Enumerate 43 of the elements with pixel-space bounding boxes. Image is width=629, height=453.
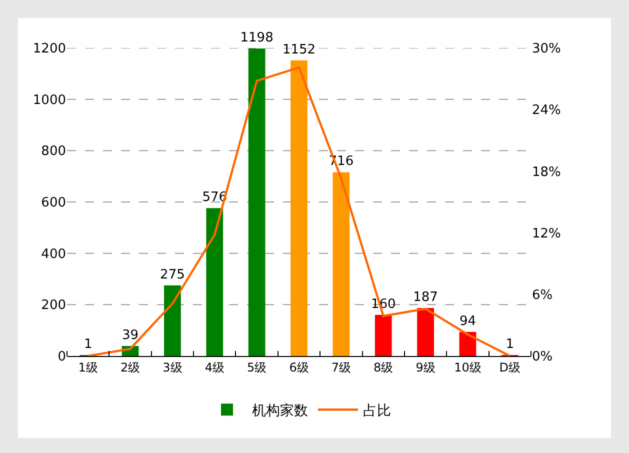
legend-label: 机构家数 [252, 403, 308, 420]
x-tick-label: 2级 [120, 360, 140, 374]
data-label: 1 [506, 337, 514, 352]
x-tick-label: 5级 [247, 360, 267, 374]
x-tick-label: 4级 [204, 360, 224, 374]
y2-tick-label: 0% [532, 350, 553, 365]
y-tick-label: 800 [41, 144, 66, 160]
bar [332, 172, 350, 356]
y2-tick-label: 24% [532, 103, 561, 118]
x-tick-label: 8级 [374, 360, 394, 374]
x-tick-label: 10级 [454, 360, 482, 374]
bar [459, 332, 476, 356]
legend-label: 占比 [363, 403, 391, 420]
data-label: 1198 [240, 30, 274, 46]
y2-tick-label: 30% [532, 42, 561, 57]
bar [206, 208, 224, 356]
bar [164, 285, 181, 356]
data-label: 187 [413, 290, 438, 305]
x-tick-label: 1级 [78, 360, 98, 374]
line-series [86, 66, 512, 356]
data-label: 39 [122, 328, 139, 343]
y-tick-label: 200 [41, 298, 66, 314]
bar [248, 48, 266, 356]
bar [290, 60, 308, 356]
bar [374, 314, 392, 356]
y-tick-label: 1200 [32, 42, 66, 57]
x-tick-label: 7级 [331, 360, 351, 374]
y-tick-label: 600 [41, 196, 66, 211]
y2-tick-label: 6% [532, 288, 553, 303]
y2-tick-label: 18% [532, 164, 561, 180]
x-tick-label: 6级 [289, 360, 309, 374]
y-tick-label: 0 [58, 350, 66, 365]
y2-tick-label: 12% [532, 226, 561, 242]
x-tick-label: D级 [499, 360, 521, 374]
x-tick-label: 3级 [162, 360, 182, 374]
bar [417, 308, 434, 356]
data-label: 1 [84, 337, 92, 352]
data-label: 94 [459, 314, 476, 329]
data-label: 275 [160, 267, 185, 282]
data-label: 1152 [282, 42, 316, 58]
y-tick-label: 1000 [32, 92, 66, 108]
y-tick-label: 400 [41, 246, 66, 262]
x-tick-label: 9级 [416, 360, 436, 374]
